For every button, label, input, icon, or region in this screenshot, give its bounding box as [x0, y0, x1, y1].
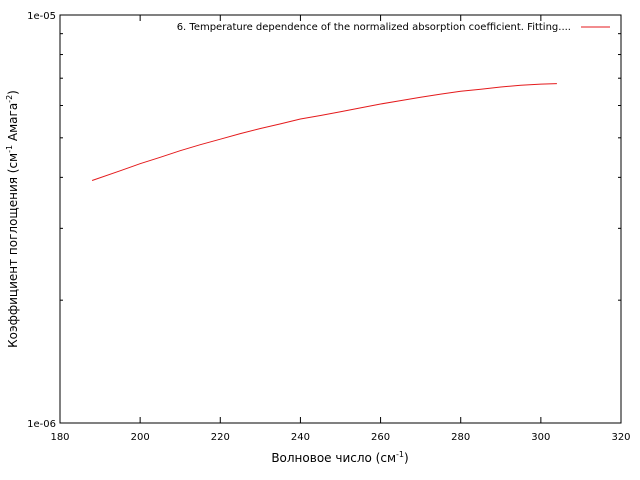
series-line [91, 83, 557, 181]
legend-label: 6. Temperature dependence of the normali… [177, 22, 571, 33]
x-tick-label: 280 [451, 432, 470, 443]
x-tick-label: 300 [531, 432, 550, 443]
plot-frame [59, 14, 622, 424]
y-tick-label: 1e-06 [27, 419, 56, 430]
x-axis-title: Волновое число (см-1) [271, 450, 408, 465]
y-tick-label: 1e-05 [27, 11, 56, 22]
y-axis-title: Коэффициент поглощения (см-1 Амага-2) [5, 90, 20, 348]
x-tick-label: 220 [211, 432, 230, 443]
x-tick-label: 320 [611, 432, 630, 443]
x-tick-label: 180 [50, 432, 69, 443]
x-tick-label: 200 [131, 432, 150, 443]
x-tick-label: 240 [291, 432, 310, 443]
legend: 6. Temperature dependence of the normali… [177, 22, 610, 33]
x-tick-label: 260 [371, 432, 390, 443]
